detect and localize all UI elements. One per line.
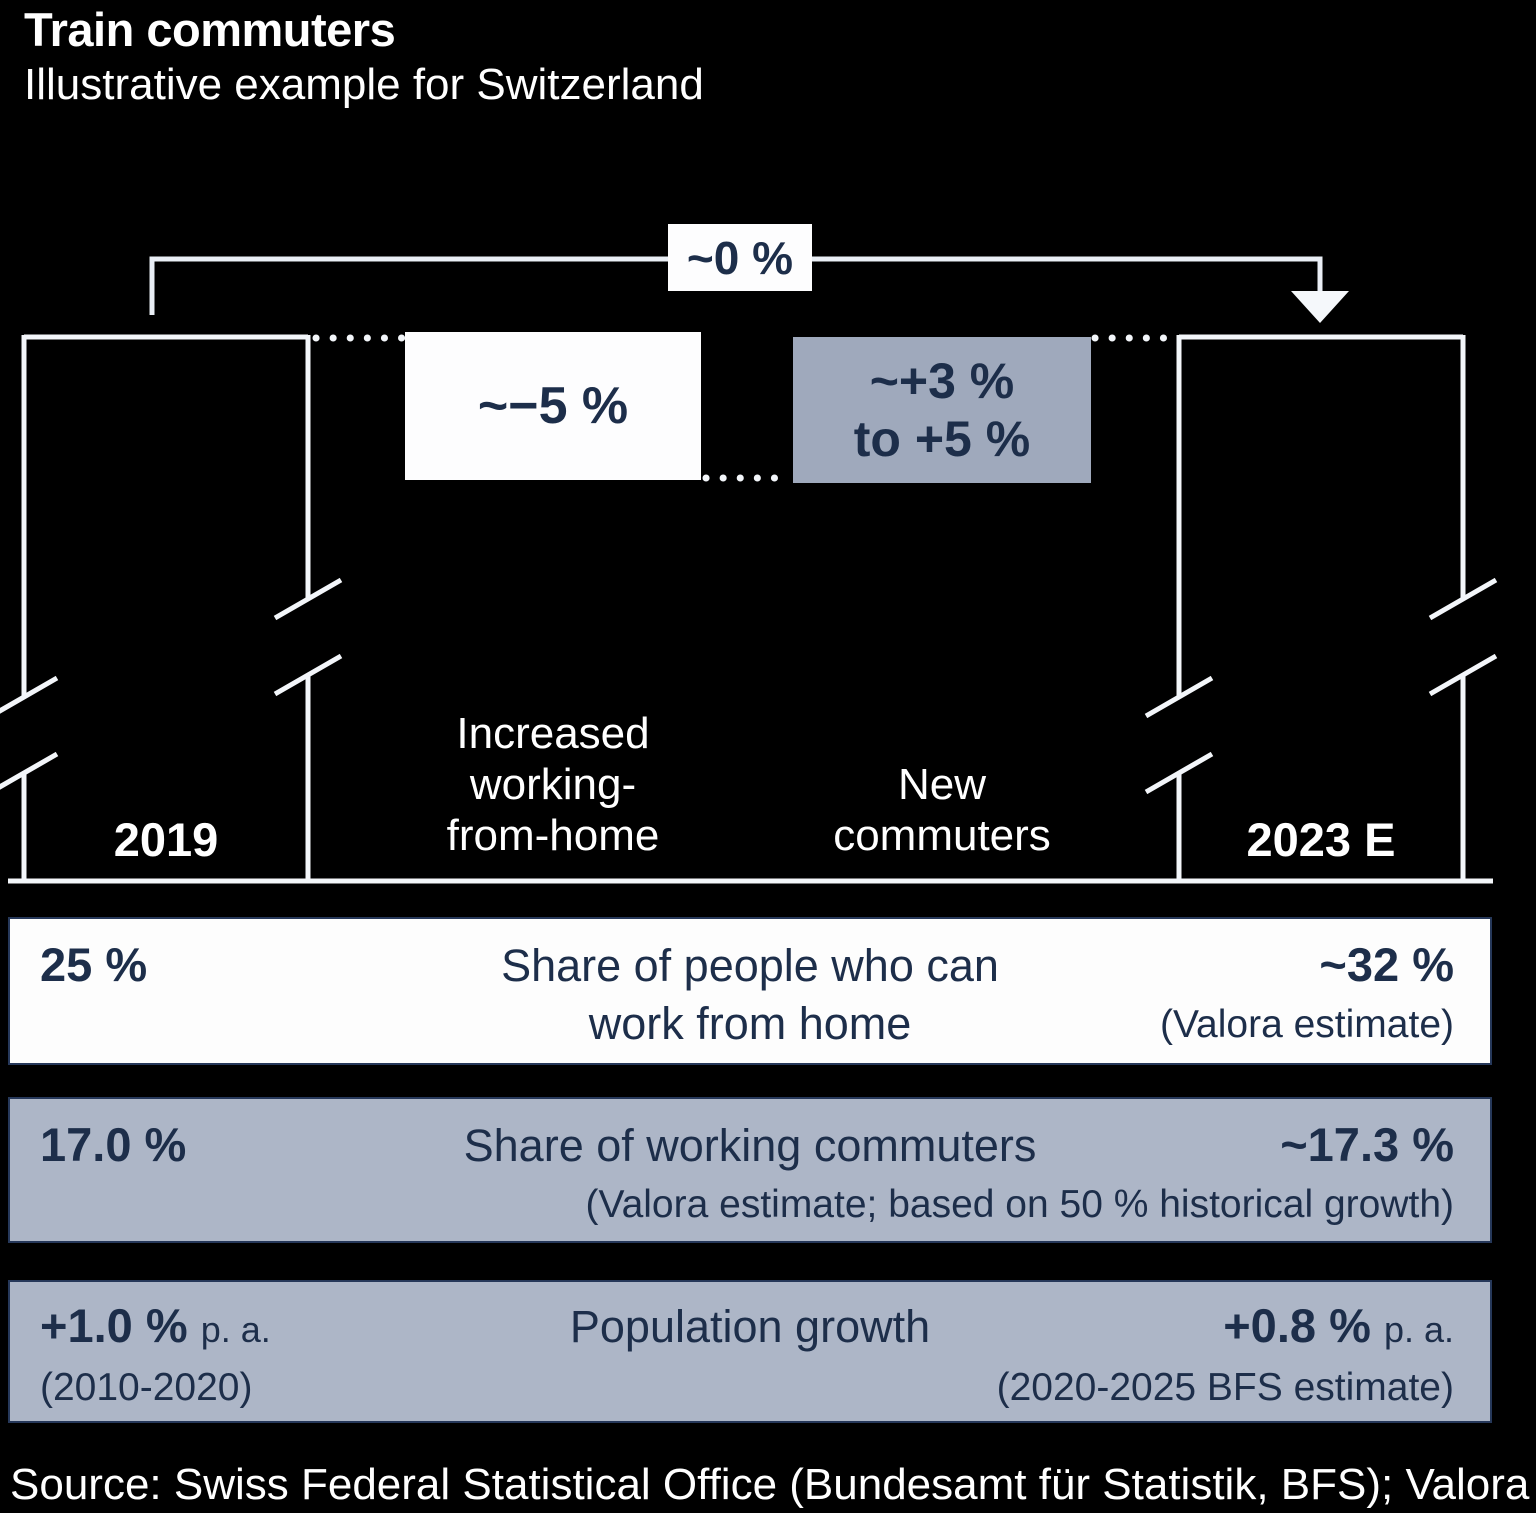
category-label-wfh: Increased working- from-home (398, 708, 708, 861)
wfh-change-value: ~−5 % (477, 377, 629, 435)
category-label-wfh-line1: Increased (456, 709, 650, 758)
bar-2019-left-break-ticks (0, 675, 59, 790)
new-commuters-change-box: ~+3 % to +5 % (793, 337, 1091, 483)
population-growth-2019-number: +1.0 % (40, 1299, 188, 1352)
commuters-share-2023e-value: ~17.3 % (1280, 1118, 1454, 1171)
dotted-connectors (312, 334, 1179, 482)
total-change-value: ~0 % (686, 231, 794, 284)
population-growth-2023e-value: +0.8 % p. a. (1223, 1298, 1454, 1353)
category-label-nc-line2: commuters (833, 811, 1051, 860)
commuters-share-metric-label: Share of working commuters (463, 1120, 1037, 1171)
category-label-wfh-line3: from-home (446, 811, 660, 860)
wfh-share-label-line1: Share of people who can (501, 940, 999, 991)
total-change-callout: ~0 % (668, 224, 812, 291)
new-commuters-change-value: ~+3 % to +5 % (854, 352, 1030, 468)
population-growth-metric-label: Population growth (569, 1301, 931, 1352)
metric-row-work-from-home: 25 % Share of people who can work from h… (8, 917, 1492, 1065)
source-note: Source: Swiss Federal Statistical Office… (10, 1460, 1530, 1509)
bar-2019 (0, 334, 343, 881)
metric-row-population-growth: +1.0 % p. a. (2010-2020) Population grow… (8, 1280, 1492, 1423)
commuters-share-note: (Valora estimate; based on 50 % historic… (585, 1183, 1454, 1226)
bar-2023e (1144, 334, 1498, 881)
bar-2023e-right-break-ticks (1428, 577, 1498, 697)
population-growth-2019-unit: p. a. (200, 1309, 271, 1350)
wfh-change-box: ~−5 % (405, 332, 701, 480)
population-growth-2023e-period: (2020-2025 BFS estimate) (996, 1366, 1454, 1409)
bar-2019-right-break-ticks (273, 577, 343, 697)
page-title: Train commuters (24, 3, 396, 56)
category-label-wfh-line2: working- (469, 760, 637, 809)
population-growth-2019-value: +1.0 % p. a. (40, 1298, 271, 1353)
metric-row-working-commuters: 17.0 % Share of working commuters ~17.3 … (8, 1097, 1492, 1243)
wfh-share-2023e-note: (Valora estimate) (1159, 1003, 1454, 1046)
commuters-share-2019-value: 17.0 % (40, 1118, 187, 1171)
wfh-share-metric-label: Share of people who can work from home (10, 937, 1490, 1053)
new-commuters-change-line2: to +5 % (853, 411, 1031, 467)
population-growth-2019-period: (2010-2020) (40, 1366, 253, 1409)
wfh-share-label-line2: work from home (588, 998, 912, 1049)
arrow-down-icon (1291, 291, 1349, 323)
category-label-new-commuters: New commuters (786, 759, 1098, 861)
population-growth-2023e-number: +0.8 % (1223, 1299, 1371, 1352)
wfh-share-2019-value: 25 % (40, 938, 148, 991)
category-label-nc-line1: New (897, 760, 987, 809)
population-growth-2023e-unit: p. a. (1383, 1309, 1454, 1350)
bar-label-2023e: 2023 E (1246, 813, 1396, 866)
page-subtitle: Illustrative example for Switzerland (24, 60, 704, 109)
wfh-share-2023e-value: ~32 % (1319, 938, 1454, 991)
bar-label-2019: 2019 (113, 813, 219, 866)
new-commuters-change-line1: ~+3 % (869, 353, 1015, 409)
bar-2023e-left-break-ticks (1144, 675, 1214, 795)
